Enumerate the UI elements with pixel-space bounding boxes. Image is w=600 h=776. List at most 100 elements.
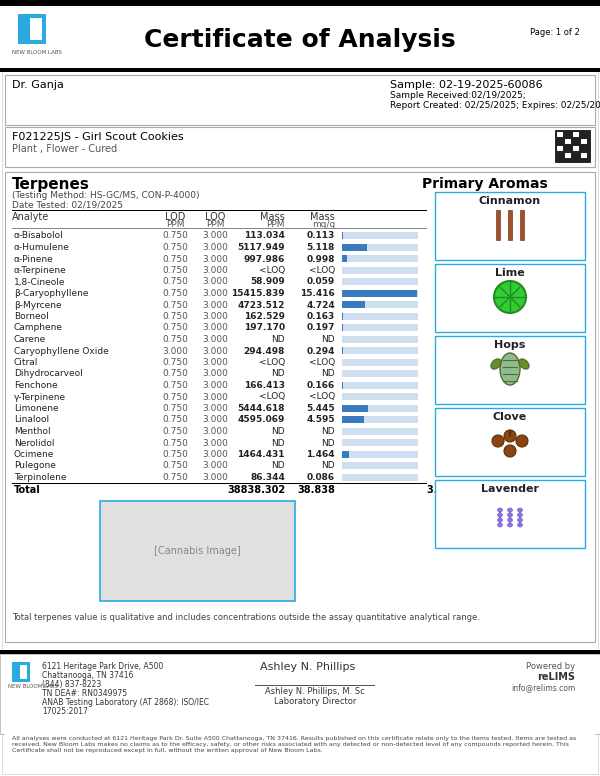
Text: <LOQ: <LOQ xyxy=(309,358,335,367)
Bar xyxy=(110,186,128,196)
Bar xyxy=(75,273,78,279)
Bar xyxy=(510,186,528,196)
Bar xyxy=(375,546,378,556)
Bar xyxy=(525,486,528,496)
Bar xyxy=(325,276,328,286)
Bar xyxy=(125,453,128,459)
Bar xyxy=(210,606,228,616)
Text: 4.724: 4.724 xyxy=(306,300,335,310)
Bar xyxy=(160,606,163,616)
Text: 3.000: 3.000 xyxy=(202,415,228,424)
Bar xyxy=(260,213,263,219)
Bar xyxy=(575,513,578,519)
Bar xyxy=(260,363,263,369)
Bar xyxy=(510,456,528,466)
Bar xyxy=(560,186,578,196)
Bar xyxy=(110,513,113,519)
Text: LOQ: LOQ xyxy=(205,212,225,222)
Bar xyxy=(210,576,228,586)
Bar xyxy=(375,336,378,346)
Bar xyxy=(125,186,128,196)
Bar xyxy=(260,606,263,616)
Bar xyxy=(360,606,378,616)
Bar xyxy=(342,301,365,308)
Bar xyxy=(560,546,563,556)
Bar xyxy=(10,333,13,339)
Bar xyxy=(410,486,428,496)
Bar xyxy=(360,216,363,226)
Bar xyxy=(60,453,63,459)
Bar xyxy=(560,423,563,429)
Bar xyxy=(475,246,478,256)
Bar xyxy=(525,306,528,316)
Bar xyxy=(260,483,263,489)
Bar xyxy=(375,303,378,309)
Bar xyxy=(210,426,213,436)
Bar xyxy=(360,456,378,466)
Bar xyxy=(125,273,128,279)
Bar xyxy=(560,396,563,406)
Bar xyxy=(25,306,28,316)
Bar xyxy=(525,483,528,489)
Bar xyxy=(5,172,595,642)
Bar xyxy=(342,473,418,480)
Bar xyxy=(410,576,428,586)
Bar xyxy=(60,213,63,219)
Bar xyxy=(175,276,178,286)
Bar xyxy=(160,456,163,466)
Bar xyxy=(260,486,278,496)
Bar xyxy=(160,486,178,496)
Text: (Testing Method: HS-GC/MS, CON-P-4000): (Testing Method: HS-GC/MS, CON-P-4000) xyxy=(12,191,199,200)
Bar xyxy=(342,347,343,354)
Bar xyxy=(525,393,528,399)
Bar xyxy=(210,336,228,346)
Bar xyxy=(60,183,63,189)
Bar xyxy=(275,336,278,346)
Bar xyxy=(25,393,28,399)
Bar xyxy=(325,423,328,429)
Text: 0.750: 0.750 xyxy=(162,278,188,286)
Text: Fenchone: Fenchone xyxy=(14,381,58,390)
Bar xyxy=(25,486,28,496)
Bar xyxy=(75,603,78,609)
Bar xyxy=(10,516,13,526)
Bar xyxy=(225,606,228,616)
Text: F021225JS - Girl Scout Cookies: F021225JS - Girl Scout Cookies xyxy=(12,132,184,142)
Bar xyxy=(210,366,228,376)
Bar xyxy=(210,363,213,369)
Bar xyxy=(160,183,163,189)
Bar xyxy=(460,396,478,406)
Bar xyxy=(275,453,278,459)
Bar xyxy=(525,426,528,436)
Bar xyxy=(175,243,178,249)
Bar xyxy=(510,363,513,369)
Bar xyxy=(210,573,213,579)
Bar xyxy=(60,486,78,496)
Ellipse shape xyxy=(508,513,512,517)
Bar xyxy=(460,453,463,459)
Bar xyxy=(520,210,524,240)
Bar xyxy=(460,363,463,369)
Bar xyxy=(275,423,278,429)
Text: 0.750: 0.750 xyxy=(162,255,188,264)
Bar xyxy=(275,276,278,286)
Bar xyxy=(210,336,213,346)
Text: <LOQ: <LOQ xyxy=(259,266,285,275)
Bar xyxy=(510,573,513,579)
Bar xyxy=(0,68,600,72)
Bar xyxy=(260,456,263,466)
Bar xyxy=(575,333,578,339)
Text: 58.909: 58.909 xyxy=(250,278,285,286)
Bar xyxy=(375,273,378,279)
Text: α-Bisabolol: α-Bisabolol xyxy=(14,231,64,241)
Bar xyxy=(560,366,563,376)
Ellipse shape xyxy=(500,353,520,385)
Bar xyxy=(525,603,528,609)
Bar xyxy=(210,513,213,519)
Bar xyxy=(160,243,163,249)
Bar xyxy=(575,573,578,579)
Bar xyxy=(510,333,513,339)
Bar xyxy=(160,306,178,316)
Bar xyxy=(125,513,128,519)
Bar xyxy=(75,216,78,226)
